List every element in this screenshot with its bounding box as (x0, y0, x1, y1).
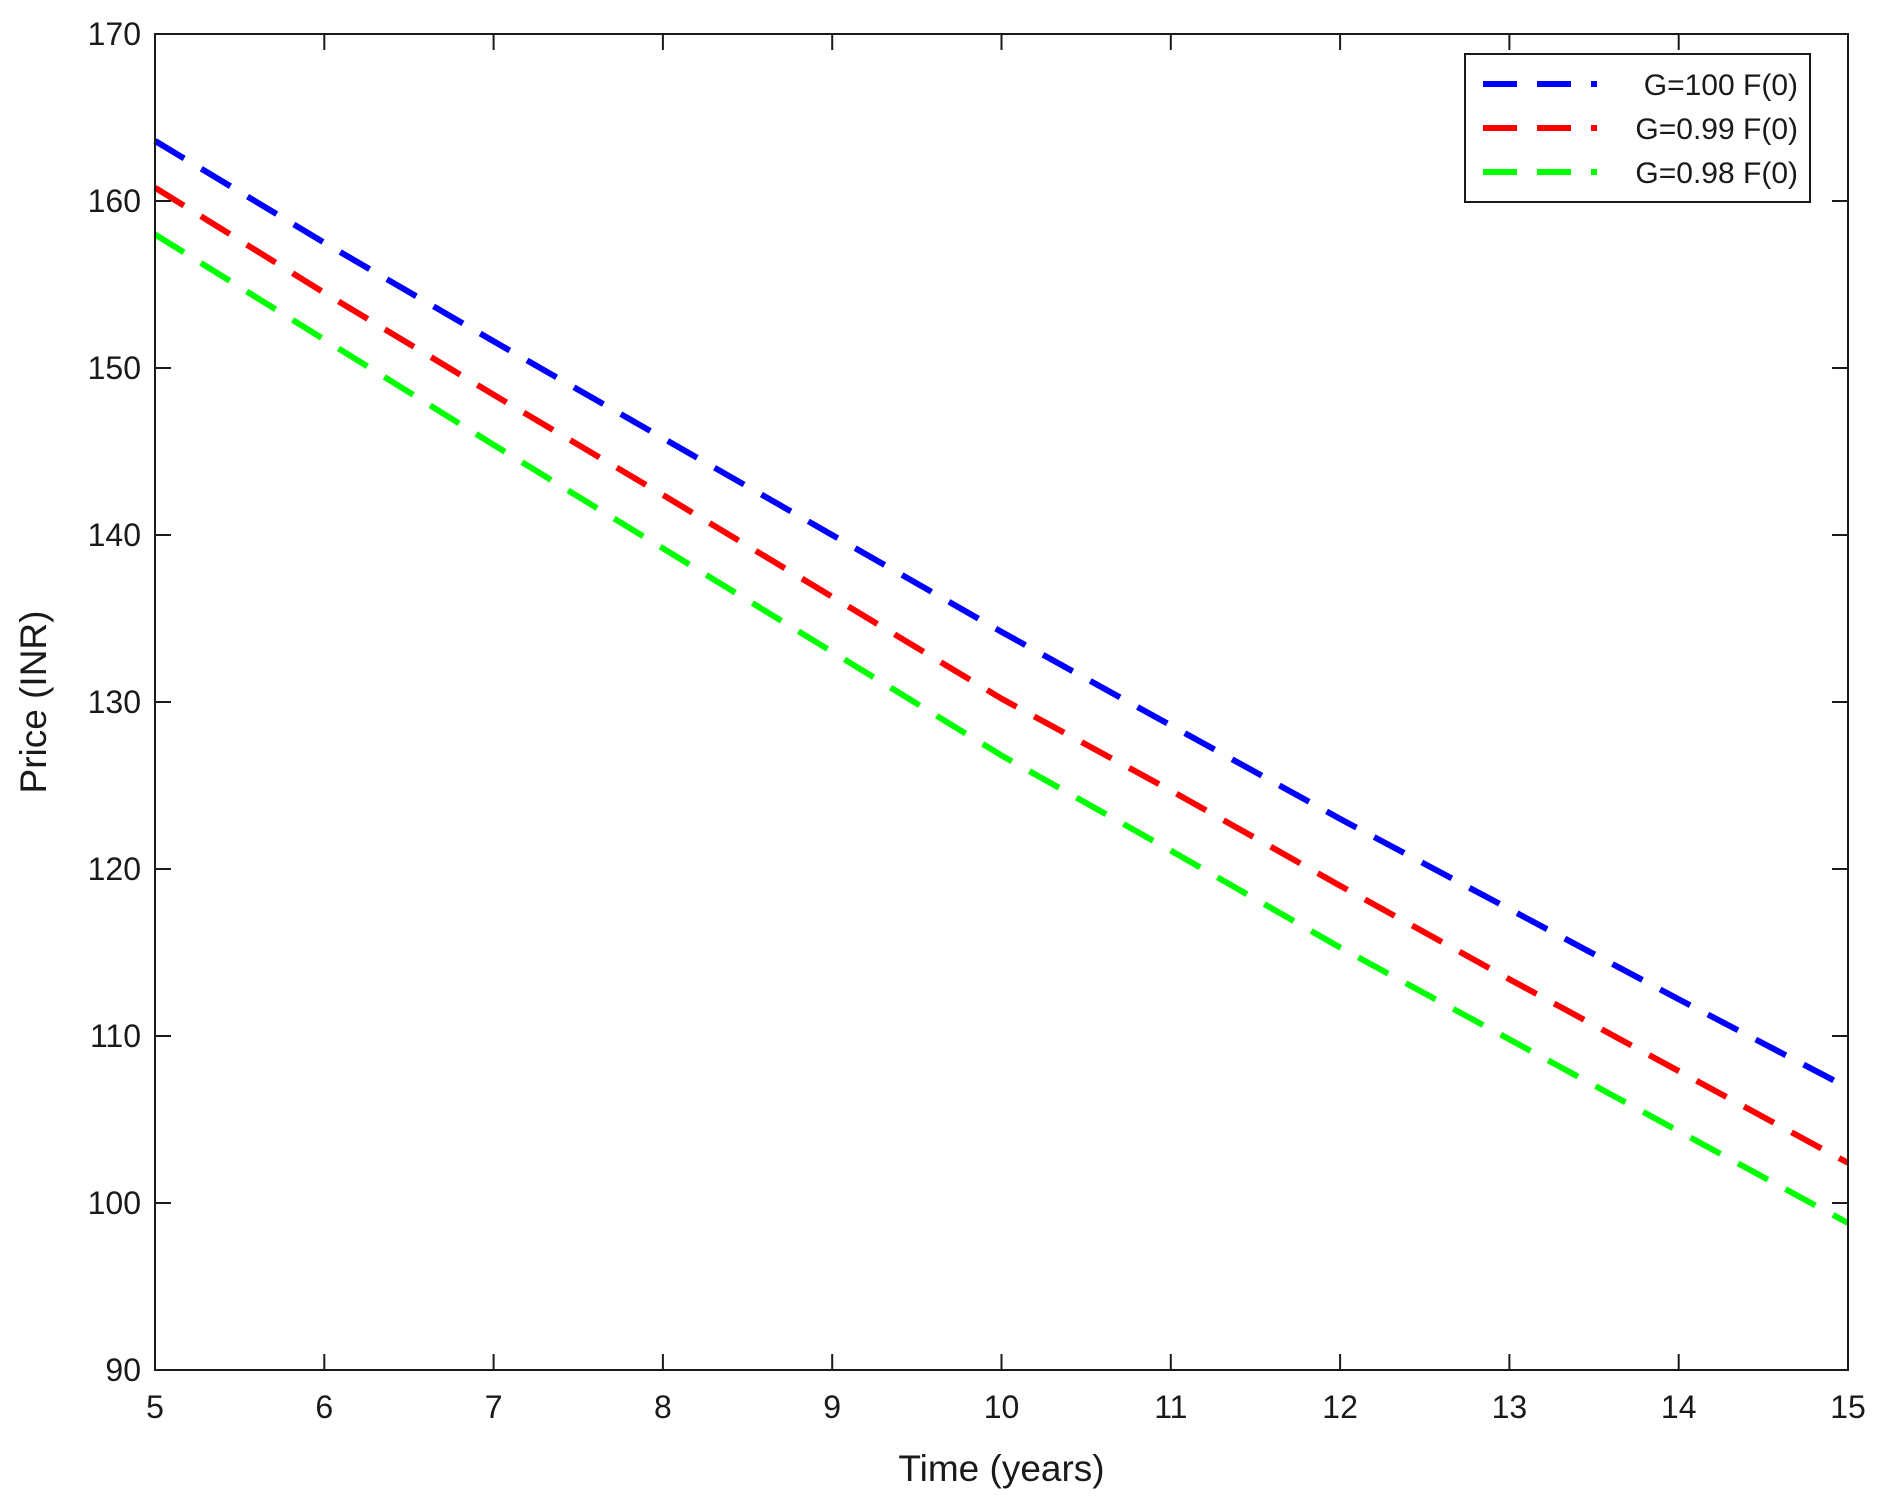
legend-box (1464, 53, 1811, 203)
legend: G=100 F(0) G=0.99 F(0) G=0.98 F(0) (1464, 53, 1811, 203)
x-tick-label: 5 (146, 1389, 164, 1425)
x-tick-label: 8 (654, 1389, 672, 1425)
y-tick-label: 100 (88, 1185, 141, 1221)
x-tick-label: 10 (984, 1389, 1020, 1425)
series-line-1 (153, 138, 1850, 1091)
plot-area-lines (153, 138, 1850, 1226)
y-tick-label: 160 (88, 183, 141, 219)
y-tick-label: 120 (88, 851, 141, 887)
x-tick-label: 14 (1661, 1389, 1697, 1425)
legend-label-3: G=0.98 F(0) (1635, 157, 1798, 190)
y-tick-label: 130 (88, 684, 141, 720)
x-tick-label: 9 (823, 1389, 841, 1425)
x-axis-title: Time (years) (898, 1448, 1104, 1489)
y-axis-title: Price (INR) (13, 611, 54, 794)
legend-label-2: G=0.99 F(0) (1635, 113, 1798, 146)
x-tick-label: 6 (315, 1389, 333, 1425)
x-tick-label: 12 (1322, 1389, 1358, 1425)
y-tick-label: 170 (88, 16, 141, 52)
series-line-2 (153, 185, 1850, 1166)
x-tick-label: 7 (485, 1389, 503, 1425)
y-tick-label: 150 (88, 350, 141, 386)
y-tick-label: 90 (105, 1352, 141, 1388)
axis-ticks: 5 6 7 8 9 10 11 12 13 14 15 90 100 110 120 130 140 150 160… (88, 16, 1866, 1425)
y-tick-label: 110 (90, 1018, 141, 1054)
x-tick-label: 11 (1154, 1389, 1187, 1425)
series-line-3 (153, 231, 1850, 1226)
legend-label-1: G=100 F(0) (1644, 69, 1798, 102)
x-tick-label: 15 (1830, 1389, 1866, 1425)
y-tick-label: 140 (88, 517, 141, 553)
x-tick-label: 13 (1492, 1389, 1528, 1425)
